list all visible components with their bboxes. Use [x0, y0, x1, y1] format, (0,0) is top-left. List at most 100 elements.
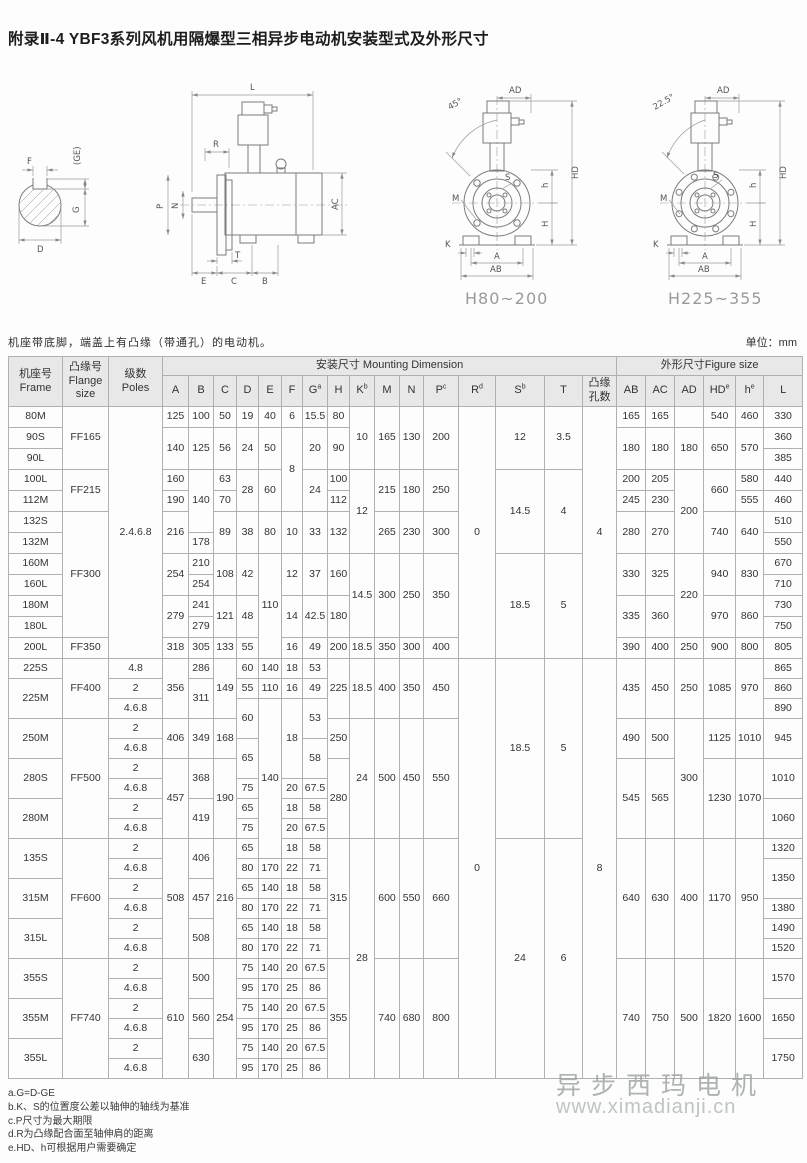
cell: 20 [281, 1038, 303, 1059]
cell: 14.5 [495, 469, 545, 554]
col-header-D: D [236, 375, 259, 407]
cell: 200 [423, 406, 459, 470]
cell: 510 [763, 511, 804, 533]
table-row: 200L FF350 318 305 133 55 16 49 200 18.5 350 300 400… [8, 637, 804, 659]
cell: 545 [616, 758, 647, 839]
cell: 121 [213, 595, 237, 638]
cell: 133 [213, 637, 237, 659]
cell: 160 [162, 469, 189, 491]
footnotes: a.G=D-GE b.K、S的位置度公差以轴伸的轴线为基准 c.P尺寸为最大期限… [8, 1087, 190, 1156]
cell: 140 [258, 658, 282, 679]
cell: 180 [645, 427, 676, 470]
cell: 95 [236, 1018, 259, 1039]
cell: 190 [213, 758, 237, 839]
cell: 22 [281, 898, 303, 919]
cell: 740 [616, 958, 647, 1079]
cell: 80 [236, 938, 259, 959]
cell: 4.6.8 [108, 1058, 163, 1079]
cell: 180 [674, 427, 705, 470]
cell: 740 [703, 511, 737, 554]
cell: 740 [374, 958, 400, 1079]
cell: 55 [236, 637, 259, 659]
cell: 12 [281, 553, 303, 596]
cell: 65 [236, 838, 259, 859]
col-header-T: T [544, 375, 583, 407]
cell: 60 [236, 698, 259, 739]
cell: 0 [458, 406, 496, 659]
cell: 300 [374, 553, 400, 638]
cell: 58 [302, 738, 328, 779]
cell: 25 [281, 1018, 303, 1039]
cell: 70 [213, 490, 237, 512]
cell: 16 [281, 637, 303, 659]
cell: 24 [302, 469, 328, 512]
cell: 165 [645, 406, 676, 428]
cell: 1010 [763, 758, 804, 799]
cell: 350 [399, 658, 424, 719]
cell: 140 [258, 958, 282, 979]
cell: 280 [616, 511, 647, 554]
cell: 555 [735, 490, 765, 512]
cell: 500 [674, 958, 705, 1079]
cell: 67.5 [302, 778, 328, 799]
col-header-poles: 级数 Poles [108, 356, 163, 407]
cell: 350 [374, 637, 400, 659]
cell: 95 [236, 978, 259, 999]
cell: 750 [763, 616, 804, 638]
cell: 2 [108, 998, 163, 1019]
cell: 1380 [763, 898, 804, 919]
cell: 650 [703, 427, 737, 470]
cell: 90 [327, 427, 350, 470]
cell: 4.6.8 [108, 938, 163, 959]
footnote-e: e.HD、h可根据用户需要确定 [8, 1143, 137, 1155]
footnote-c: c.P尺寸为最大期限 [8, 1115, 93, 1127]
cell: 18 [281, 698, 303, 779]
table-row: 132S FF300 216 89 38 80 10 33 132 265 230 300 280 270… [8, 511, 804, 638]
cell: 4.6.8 [108, 698, 163, 719]
cell: 2 [108, 1038, 163, 1059]
cell: 305 [188, 637, 214, 659]
cell: FF300 [62, 511, 109, 638]
col-header-S: Sb [495, 375, 545, 407]
cell: 205 [645, 469, 676, 491]
col-header-N: N [399, 375, 424, 407]
table-row: 4.6.8 95 170 25 86 [9, 978, 803, 999]
cell: 6 [281, 406, 303, 428]
cell: 112M [8, 490, 63, 512]
table-row: 135S FF600 2 508 406 216 65 18 58 315 28 600 550 660 2… [8, 838, 804, 1079]
cell: 500 [645, 718, 676, 759]
cell: 80 [327, 406, 350, 428]
dim-label-L: L [250, 83, 255, 93]
cell: 18 [281, 878, 303, 899]
cell: 250M [8, 718, 63, 759]
cell: 18.5 [495, 553, 545, 659]
col-header-AC: AC [645, 375, 676, 407]
cell: 280 [327, 758, 350, 839]
cell: 22 [281, 858, 303, 879]
cell: 2 [108, 838, 163, 859]
col-header-M: M [374, 375, 400, 407]
cell: 75 [236, 778, 259, 799]
cell: 230 [645, 490, 676, 512]
cell: 18 [281, 798, 303, 819]
cell: 800 [735, 637, 765, 659]
cell: 570 [735, 427, 765, 470]
cell: 14.5 [349, 553, 375, 638]
cell: 4.6.8 [108, 818, 163, 839]
cell: 335 [616, 595, 647, 638]
dim-label-AB: AB [490, 265, 502, 275]
cell: 1600 [735, 958, 765, 1079]
cell: 50 [213, 406, 237, 428]
cell: 60 [236, 658, 259, 679]
cell: 1060 [763, 798, 804, 839]
cell: 800 [423, 958, 459, 1079]
cell: 400 [374, 658, 400, 719]
cell: 457 [162, 758, 189, 839]
cell: 890 [763, 698, 804, 719]
cell: 4.6.8 [108, 738, 163, 759]
cell: 360 [763, 427, 804, 449]
cell: 1010 [735, 718, 765, 759]
cell: 100 [327, 469, 350, 491]
watermark-url: www.ximadianji.cn [556, 1096, 737, 1118]
